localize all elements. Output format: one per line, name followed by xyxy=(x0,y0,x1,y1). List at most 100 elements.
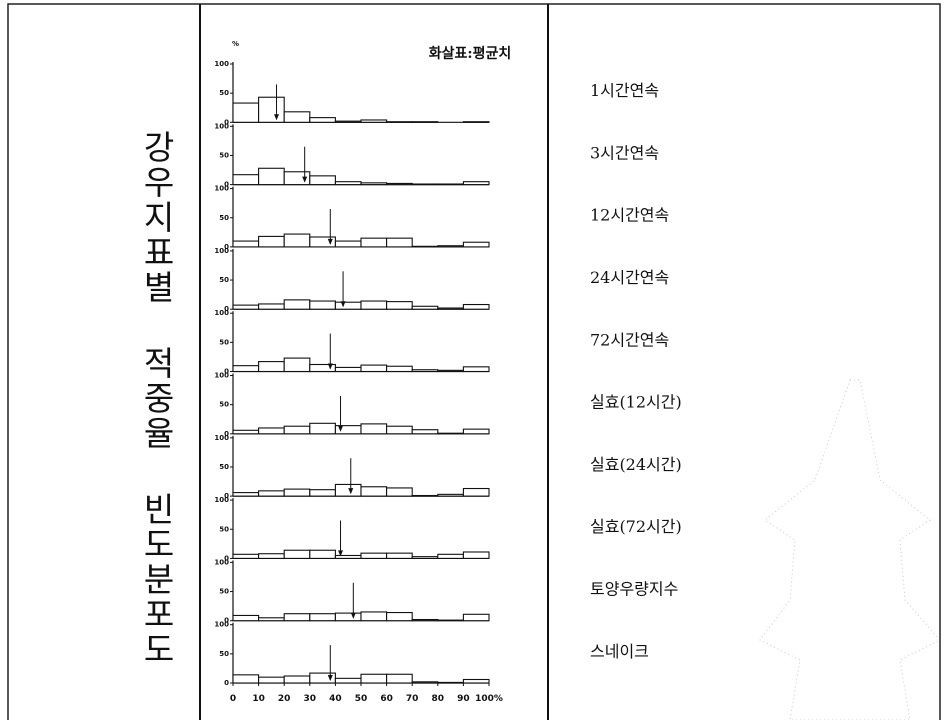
y-tick-label: 50 xyxy=(219,588,229,596)
bar xyxy=(438,246,464,247)
bar xyxy=(310,550,336,558)
bar xyxy=(284,550,310,558)
bar xyxy=(284,234,310,247)
bar xyxy=(233,175,259,185)
bar xyxy=(335,121,361,122)
bar xyxy=(412,246,438,247)
bar xyxy=(259,168,285,184)
series-label: 실효(72시간) xyxy=(590,517,682,536)
bar xyxy=(463,552,489,558)
bar xyxy=(310,423,336,433)
bar xyxy=(259,97,285,122)
bar xyxy=(387,183,413,184)
bar xyxy=(387,302,413,310)
bar xyxy=(310,237,336,247)
y-tick-label: 50 xyxy=(219,401,229,409)
x-tick-label: 80 xyxy=(432,694,445,704)
y-tick-label: 100 xyxy=(214,558,229,566)
bar xyxy=(463,489,489,497)
bar xyxy=(335,302,361,309)
bar xyxy=(438,433,464,434)
bar xyxy=(387,122,413,123)
bar xyxy=(335,182,361,185)
bar xyxy=(233,493,259,496)
y-tick-label: 50 xyxy=(219,463,229,471)
bar xyxy=(387,553,413,558)
bar xyxy=(412,430,438,434)
y-tick-label: 100 xyxy=(214,372,229,380)
x-tick-label: 100% xyxy=(475,694,503,704)
bar xyxy=(284,676,310,683)
bar xyxy=(259,677,285,683)
bar xyxy=(361,424,387,434)
bar xyxy=(438,184,464,185)
bar xyxy=(310,673,336,683)
x-tick-label: 70 xyxy=(406,694,419,704)
y-tick-label: 50 xyxy=(219,650,229,658)
bar xyxy=(463,242,489,247)
bar xyxy=(284,614,310,621)
bar xyxy=(361,487,387,496)
bar xyxy=(259,304,285,309)
y-tick-label: 50 xyxy=(219,338,229,346)
bar xyxy=(284,358,310,371)
vertical-title: 강우지표별 적중율 빈도분포도 xyxy=(130,130,180,667)
bar xyxy=(335,484,361,496)
y-tick-label: 100 xyxy=(214,621,229,629)
bar xyxy=(284,426,310,434)
x-tick-label: 20 xyxy=(278,694,291,704)
bar xyxy=(310,176,336,185)
y-tick-label: 100 xyxy=(214,60,229,68)
series-label: 12시간연속 xyxy=(590,206,669,225)
y-tick-label: 50 xyxy=(219,525,229,533)
series-label: 24시간연속 xyxy=(590,268,669,287)
bar xyxy=(361,553,387,558)
bar xyxy=(233,615,259,620)
x-tick-label: 30 xyxy=(304,694,317,704)
x-tick-label: 90 xyxy=(457,694,470,704)
bar xyxy=(463,182,489,185)
bar xyxy=(335,678,361,683)
series-label: 토양우량지수 xyxy=(590,579,678,598)
y-tick-label: 100 xyxy=(214,496,229,504)
bar xyxy=(361,674,387,683)
x-tick-label: 10 xyxy=(252,694,265,704)
bar xyxy=(310,614,336,621)
bar xyxy=(259,491,285,496)
y-tick-label: 100 xyxy=(214,309,229,317)
y-tick-label: 100 xyxy=(214,434,229,442)
x-tick-label: 0 xyxy=(230,694,236,704)
bar xyxy=(233,366,259,372)
bar xyxy=(463,122,489,123)
bar xyxy=(412,184,438,185)
y-tick-label: 50 xyxy=(219,214,229,222)
annotation: 화살표:평균치 xyxy=(429,45,511,62)
bar xyxy=(259,428,285,434)
x-tick-label: 50 xyxy=(355,694,368,704)
bar xyxy=(284,112,310,122)
bar xyxy=(387,674,413,683)
bar xyxy=(438,370,464,371)
y-tick-label: 50 xyxy=(219,276,229,284)
y-tick-label: 50 xyxy=(219,89,229,97)
bar xyxy=(463,429,489,434)
bar xyxy=(361,183,387,185)
bar xyxy=(310,301,336,309)
bar xyxy=(259,554,285,559)
pagoda-decoration xyxy=(760,380,940,720)
bar xyxy=(412,557,438,559)
bar xyxy=(412,306,438,309)
bar xyxy=(233,305,259,309)
bar xyxy=(387,488,413,496)
y-tick-label: 100 xyxy=(214,185,229,193)
bar xyxy=(361,301,387,309)
bar xyxy=(233,430,259,433)
bar xyxy=(233,675,259,683)
page: 화살표:평균치 % 0501001시간연속0501003시간연속05010012… xyxy=(0,0,946,720)
x-tick-label: 40 xyxy=(329,694,342,704)
series-label: 3시간연속 xyxy=(590,143,659,162)
series-label: 스네이크 xyxy=(590,642,649,661)
y-tick-label: 100 xyxy=(214,122,229,130)
bar xyxy=(310,118,336,123)
bar xyxy=(438,620,464,621)
